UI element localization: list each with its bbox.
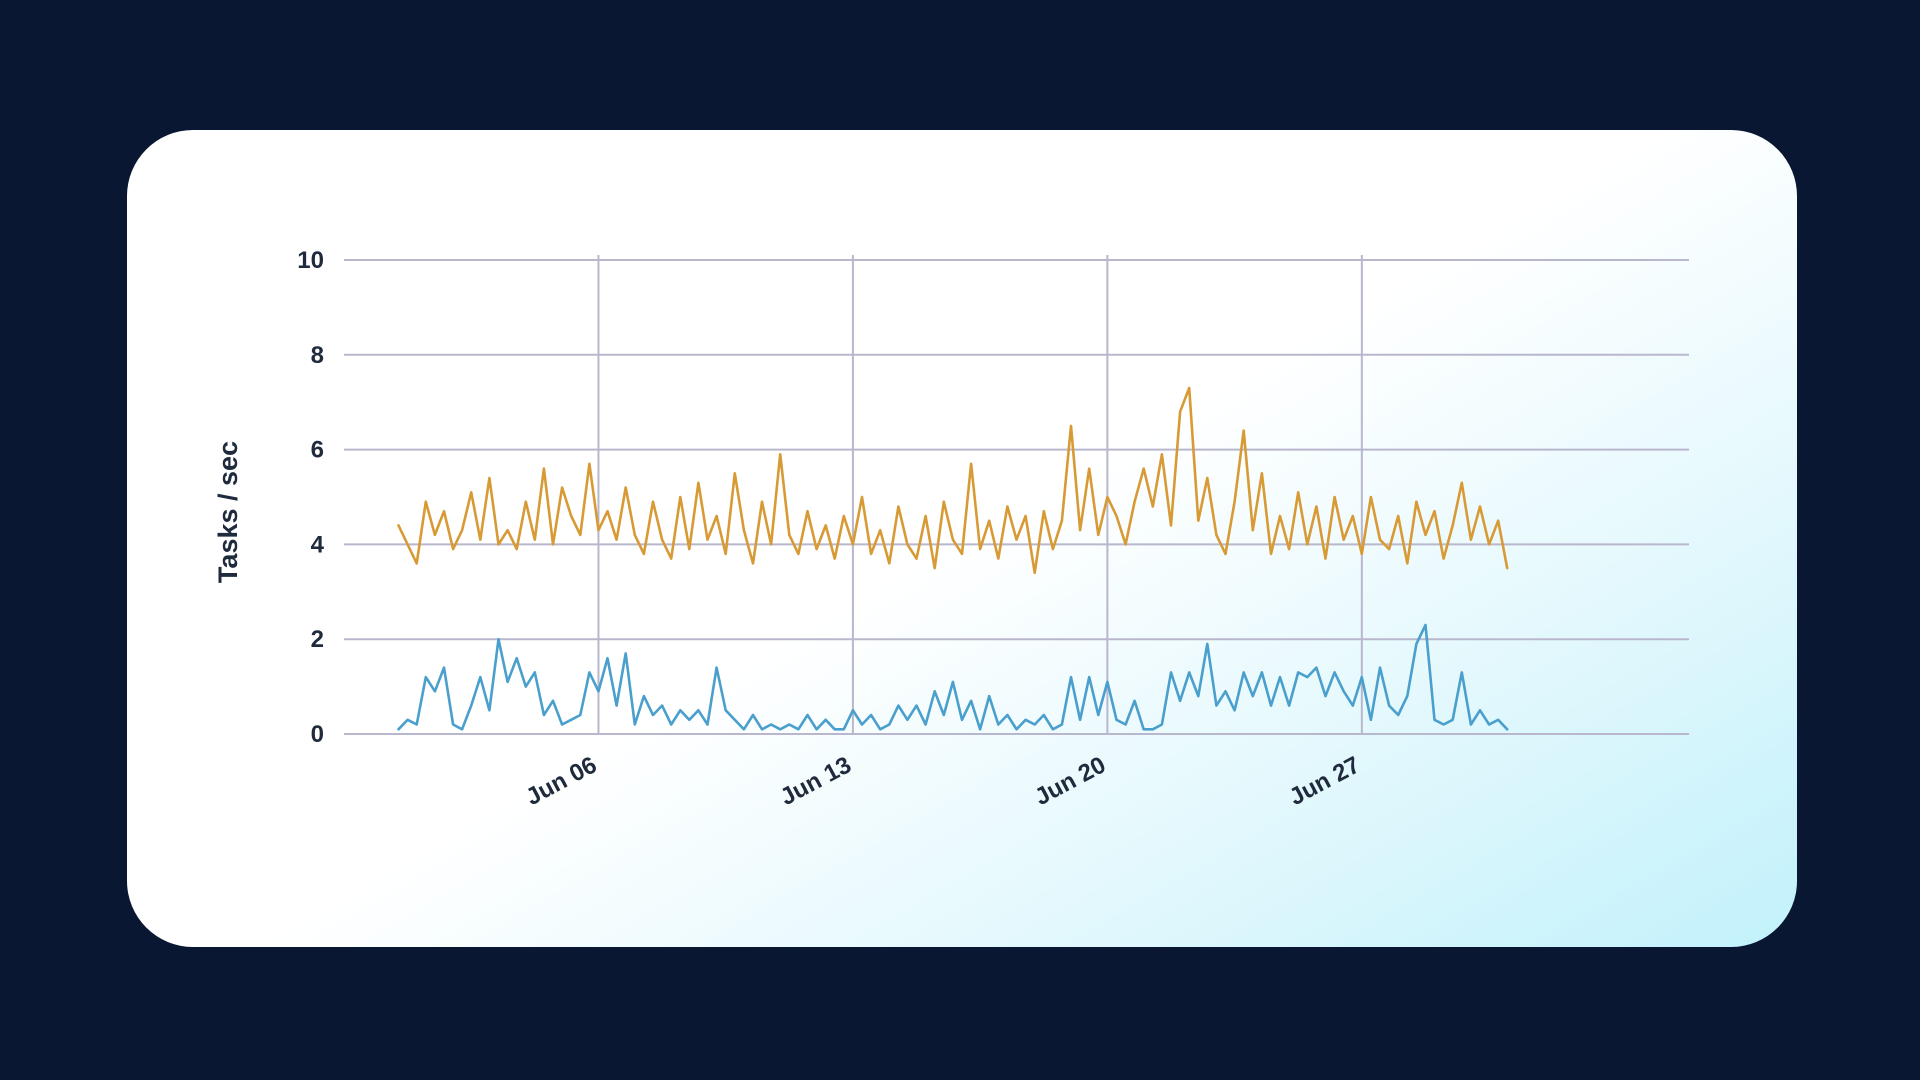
- horizontal-gridlines: [344, 259, 1689, 735]
- y-tick-label: 4: [311, 531, 325, 558]
- x-tick-label: Jun 20: [1030, 751, 1110, 811]
- x-axis-tick-labels: Jun 06 Jun 13 Jun 20 Jun 27: [521, 751, 1364, 811]
- chart-card: 0 2 4 6 8 10 Jun 06 Jun 13 Jun 20 Jun 27 Tasks /…: [127, 130, 1797, 947]
- y-tick-label: 8: [311, 342, 324, 369]
- vertical-gridlines: [597, 255, 1363, 734]
- x-tick-label: Jun 27: [1285, 751, 1365, 811]
- y-tick-label: 2: [311, 626, 324, 653]
- series-line-2: [397, 623, 1509, 731]
- x-tick-label: Jun 13: [776, 751, 856, 811]
- y-tick-label: 10: [297, 247, 324, 274]
- series-line-1: [397, 386, 1509, 575]
- y-axis-label: Tasks / sec: [213, 441, 243, 583]
- line-chart: 0 2 4 6 8 10 Jun 06 Jun 13 Jun 20 Jun 27 Tasks /…: [213, 247, 1689, 811]
- y-tick-label: 6: [311, 437, 324, 464]
- y-tick-label: 0: [311, 721, 324, 748]
- x-tick-label: Jun 06: [521, 751, 601, 811]
- series-layer: [397, 386, 1509, 731]
- y-axis-tick-labels: 0 2 4 6 8 10: [297, 247, 324, 748]
